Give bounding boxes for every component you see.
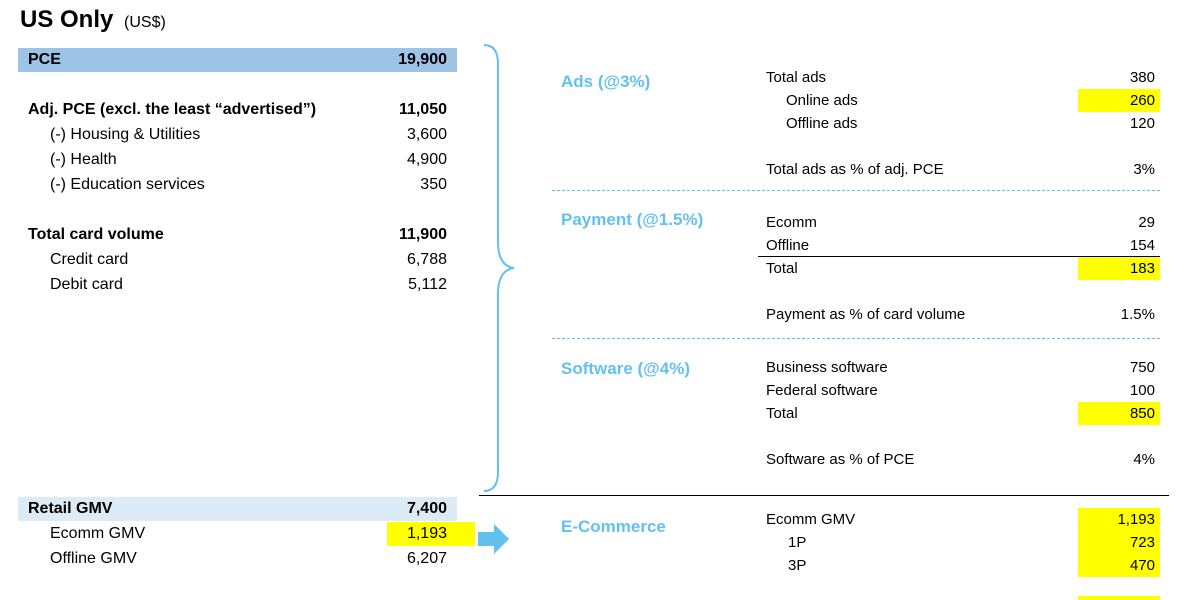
highlight-cell [1078, 554, 1160, 577]
software-federal-value: 100 [1129, 382, 1155, 399]
curly-brace-icon [483, 44, 515, 492]
software-business-row: Business software 750 [758, 356, 1160, 379]
payment-total-value: 183 [1129, 260, 1155, 277]
ads-pct-row: Total ads as % of adj. PCE 3% [758, 158, 1160, 181]
gmv-value: 1,193 [406, 525, 447, 542]
pce-label: PCE [28, 51, 61, 68]
arrow-right-icon [478, 524, 509, 554]
ads-pct-label: Total ads as % of adj. PCE [766, 161, 944, 178]
payment-pct-value: 1.5% [1120, 306, 1155, 323]
ecommerce-heading: E-Commerce [561, 517, 666, 536]
payment-heading: Payment (@1.5%) [561, 210, 704, 229]
highlight-cell [1078, 257, 1160, 280]
gmv-row: Ecomm GMV 1,193 [18, 522, 475, 546]
gmv-label: Offline GMV [50, 550, 137, 567]
card-value: 5,112 [408, 276, 447, 293]
payment-ecomm-value: 29 [1138, 214, 1155, 231]
exclusion-label: (-) Housing & Utilities [50, 126, 201, 143]
ads-pct-value: 3% [1133, 161, 1155, 178]
exclusion-row: (-) Education services 350 [18, 173, 457, 197]
payment-total-row: Total 183 [758, 257, 1160, 280]
retail-gmv-label: Retail GMV [28, 500, 113, 517]
payment-offline-label: Offline [766, 237, 810, 254]
adj-pce-label: Adj. PCE (excl. the least “advertised”) [28, 101, 317, 118]
ads-total-row: Total ads 380 [758, 66, 1160, 89]
software-pct-label: Software as % of PCE [766, 451, 915, 468]
card-value: 6,788 [406, 251, 447, 268]
ads-online-row: Online ads 260 [758, 89, 1160, 112]
section-divider [552, 338, 1160, 339]
page-title: US Only (US$) [20, 6, 166, 34]
exclusion-value: 350 [420, 176, 447, 193]
exclusion-label: (-) Health [50, 151, 117, 168]
ecomm-3p-label: 3P [788, 557, 807, 574]
payment-pct-label: Payment as % of card volume [766, 306, 966, 323]
section-divider [552, 190, 1160, 191]
ecomm-gmv-row: Ecomm GMV 1,193 [758, 508, 1160, 531]
payment-offline-row: Offline 154 [758, 234, 1160, 257]
card-label: Credit card [50, 251, 129, 268]
card-row: Debit card 5,112 [18, 273, 457, 297]
ads-offline-label: Offline ads [786, 115, 858, 132]
payment-ecomm-row: Ecomm 29 [758, 211, 1160, 234]
card-volume-label: Total card volume [28, 226, 164, 243]
software-total-value: 850 [1129, 405, 1155, 422]
exclusion-row: (-) Housing & Utilities 3,600 [18, 123, 457, 147]
gmv-label: Ecomm GMV [50, 525, 146, 542]
highlight-cell [387, 522, 475, 546]
software-total-label: Total [766, 405, 798, 422]
software-total-row: Total 850 [758, 402, 1160, 425]
card-volume-row: Total card volume 11,900 [18, 223, 457, 247]
ecomm-1p-value: 723 [1129, 534, 1155, 551]
ecomm-1p-row: 1P 723 [758, 531, 1160, 554]
pce-row: PCE 19,900 [18, 48, 457, 72]
ecomm-gmv-label: Ecomm GMV [766, 511, 856, 528]
ads-offline-value: 120 [1129, 115, 1155, 132]
ecomm-1p-label: 1P [788, 534, 807, 551]
software-federal-row: Federal software 100 [758, 379, 1160, 402]
card-label: Debit card [50, 276, 123, 293]
ads-heading: Ads (@3%) [561, 72, 651, 91]
ecomm-gmv-value: 1,193 [1117, 511, 1155, 528]
total-rule [758, 256, 1160, 257]
exclusion-label: (-) Education services [50, 176, 205, 193]
software-heading: Software (@4%) [561, 359, 690, 378]
adj-pce-value: 11,050 [398, 101, 447, 118]
card-row: Credit card 6,788 [18, 248, 457, 272]
exclusion-value: 3,600 [406, 126, 447, 143]
highlight-cell [1078, 402, 1160, 425]
software-pct-row: Software as % of PCE 4% [758, 448, 1160, 471]
ads-online-value: 260 [1129, 92, 1155, 109]
software-pct-value: 4% [1133, 451, 1155, 468]
adj-pce-row: Adj. PCE (excl. the least “advertised”) … [18, 98, 457, 122]
gmv-row: Offline GMV 6,207 [18, 547, 457, 571]
ads-online-label: Online ads [786, 92, 858, 109]
exclusion-value: 4,900 [406, 151, 447, 168]
software-business-label: Business software [766, 359, 888, 376]
pce-value: 19,900 [398, 51, 447, 68]
gmv-value: 6,207 [406, 550, 447, 567]
highlight-cell [1078, 531, 1160, 554]
ecomm-3p-value: 470 [1129, 557, 1155, 574]
ecomm-3p-row: 3P 470 [758, 554, 1160, 577]
highlight-cell [1078, 596, 1160, 600]
section-rule [479, 495, 1169, 496]
payment-ecomm-label: Ecomm [766, 214, 817, 231]
retail-gmv-value: 7,400 [406, 500, 447, 517]
highlight-cell [1078, 508, 1160, 531]
retail-gmv-row: Retail GMV 7,400 [18, 497, 457, 521]
payment-pct-row: Payment as % of card volume 1.5% [758, 303, 1160, 326]
software-federal-label: Federal software [766, 382, 878, 399]
ads-total-value: 380 [1129, 69, 1155, 86]
payment-offline-value: 154 [1129, 237, 1155, 254]
software-business-value: 750 [1129, 359, 1155, 376]
ads-total-label: Total ads [766, 69, 827, 86]
ads-offline-row: Offline ads 120 [758, 112, 1160, 135]
title-text: US Only [20, 6, 114, 33]
payment-total-label: Total [766, 260, 798, 277]
title-currency: (US$) [124, 14, 166, 31]
highlight-cell [1078, 89, 1160, 112]
exclusion-row: (-) Health 4,900 [18, 148, 457, 172]
card-volume-value: 11,900 [398, 226, 447, 243]
